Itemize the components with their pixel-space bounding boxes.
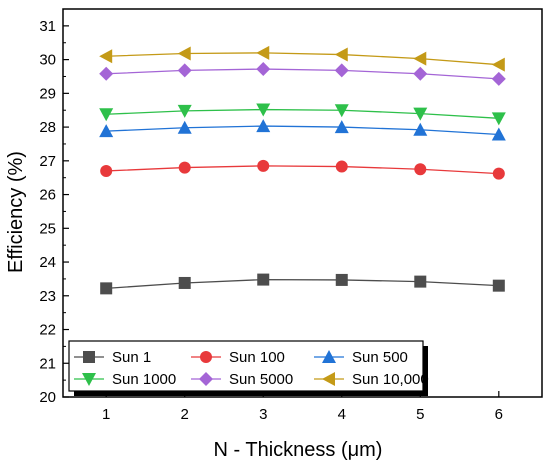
data-point: [256, 103, 271, 117]
data-point: [256, 119, 271, 133]
data-point: [100, 282, 113, 295]
legend-item: Sun 10,000: [314, 371, 429, 388]
data-point: [177, 120, 192, 134]
x-tick-label: 5: [416, 406, 424, 423]
legend-item: Sun 5000: [191, 371, 293, 388]
data-point: [335, 273, 348, 286]
legend-marker: [322, 372, 335, 386]
data-point: [413, 66, 428, 81]
series-line: [106, 278, 499, 290]
data-point: [413, 107, 428, 121]
legend-marker: [83, 351, 95, 363]
y-tick-label: 25: [39, 220, 56, 237]
data-point: [334, 120, 349, 134]
data-point: [491, 127, 506, 141]
x-tick-label: 2: [181, 406, 189, 423]
legend-item: Sun 500: [314, 349, 408, 366]
x-axis-label: N - Thickness (μm): [214, 439, 383, 461]
data-point: [414, 275, 427, 288]
series-sun-1000: [99, 103, 506, 126]
series-sun-5000: [99, 62, 506, 86]
data-point: [99, 49, 113, 64]
y-tick-label: 27: [39, 153, 56, 170]
series-line: [106, 52, 499, 66]
data-point: [492, 167, 505, 180]
legend-item: Sun 1: [74, 349, 151, 366]
series-line: [106, 108, 499, 119]
data-point: [178, 161, 191, 174]
data-point: [492, 279, 505, 292]
series-sun-1: [100, 273, 505, 295]
series-line: [106, 165, 499, 175]
legend-label: Sun 500: [352, 349, 408, 366]
legend-item: Sun 100: [191, 349, 285, 366]
legend-label: Sun 1000: [112, 371, 176, 388]
legend-marker: [200, 351, 212, 363]
data-point: [413, 51, 427, 66]
data-point: [99, 124, 114, 138]
legend-label: Sun 5000: [229, 371, 293, 388]
data-point: [257, 273, 270, 286]
series-line: [106, 68, 499, 80]
x-tick-label: 4: [338, 406, 346, 423]
data-point: [256, 45, 270, 60]
legend-label: Sun 1: [112, 349, 151, 366]
y-tick-label: 30: [39, 52, 56, 69]
series-sun-100: [100, 159, 505, 180]
data-point: [334, 63, 349, 78]
y-tick-label: 28: [39, 119, 56, 136]
y-tick-label: 22: [39, 322, 56, 339]
legend-label: Sun 10,000: [352, 371, 429, 388]
data-point: [414, 163, 427, 176]
data-point: [491, 112, 506, 126]
data-point: [413, 122, 428, 136]
legend: Sun 1 Sun 100 Sun 500 Sun 1000 Sun 5000 Sun 1…: [68, 340, 429, 396]
series-sun-500: [99, 119, 506, 141]
data-point: [177, 104, 192, 118]
y-tick-label: 31: [39, 18, 56, 35]
data-point: [99, 108, 114, 122]
series-sun-10-000: [99, 45, 505, 72]
y-tick-label: 20: [39, 389, 56, 406]
plot-frame: [62, 8, 543, 398]
legend-item: Sun 1000: [74, 371, 176, 388]
data-point: [177, 46, 191, 61]
data-point: [257, 159, 270, 172]
x-tick-label: 6: [495, 406, 503, 423]
y-tick-label: 24: [39, 254, 56, 271]
y-tick-label: 23: [39, 288, 56, 305]
y-axis-label: Efficiency (%): [5, 151, 27, 273]
legend-label: Sun 100: [229, 349, 285, 366]
y-tick-label: 26: [39, 187, 56, 204]
data-point: [491, 57, 505, 72]
y-tick-label: 29: [39, 85, 56, 102]
legend-marker: [199, 372, 213, 386]
series-line: [106, 125, 499, 136]
legend-box: [68, 340, 424, 392]
data-point: [256, 62, 271, 77]
data-point: [335, 160, 348, 173]
series-group: [99, 45, 506, 295]
data-point: [178, 276, 191, 289]
data-point: [177, 63, 192, 78]
y-tick-label: 21: [39, 355, 56, 372]
data-point: [334, 104, 349, 118]
legend-marker: [82, 373, 96, 386]
legend-marker: [322, 350, 336, 363]
data-point: [334, 47, 348, 62]
data-point: [100, 164, 113, 177]
x-tick-label: 1: [102, 406, 110, 423]
data-point: [491, 71, 506, 86]
data-point: [99, 66, 114, 81]
x-tick-label: 3: [259, 406, 267, 423]
